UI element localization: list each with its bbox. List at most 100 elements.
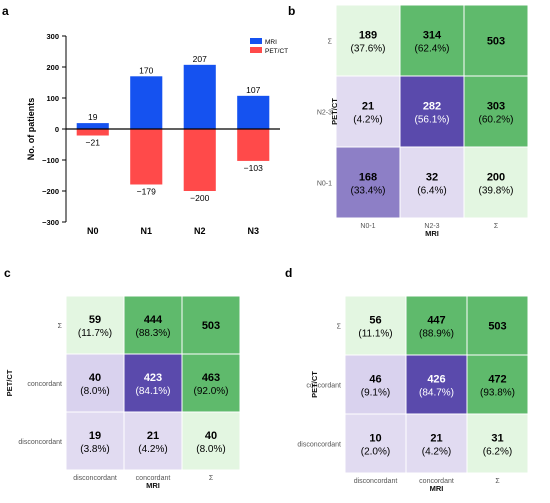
cell-count: 31 xyxy=(491,433,503,445)
cell-percent: (37.6%) xyxy=(350,44,385,55)
heatmap-cell xyxy=(344,295,407,356)
cell-percent: (62.4%) xyxy=(414,44,449,55)
cell-percent: (4.2%) xyxy=(353,115,382,126)
cell-percent: (3.8%) xyxy=(80,444,109,455)
data-label-mri: 19 xyxy=(88,112,98,122)
heatmap-cell xyxy=(65,295,125,355)
cell-percent: (6.2%) xyxy=(483,447,512,458)
bar-mri xyxy=(130,76,163,129)
heatmap-cell xyxy=(399,146,465,219)
y-tick-label: N0-1 xyxy=(317,181,332,188)
panel-label-a: a xyxy=(2,4,9,18)
x-tick-label: N0 xyxy=(87,226,99,236)
cell-count: 40 xyxy=(205,430,217,442)
heatmap-cell xyxy=(405,354,468,415)
cell-percent: (4.2%) xyxy=(138,444,167,455)
cell-count: 19 xyxy=(89,430,101,442)
x-tick-label: disconcordant xyxy=(73,475,117,482)
y-tick-label: 200 xyxy=(46,63,59,72)
heatmap-cell xyxy=(405,295,468,356)
y-axis-title: PET/CT xyxy=(5,369,14,396)
cell-count: 21 xyxy=(430,433,442,445)
bar-mri xyxy=(183,64,216,129)
cell-count: 303 xyxy=(487,101,505,113)
y-axis-title: PET/CT xyxy=(310,371,319,398)
cell-count: 426 xyxy=(427,374,445,386)
cell-count: 503 xyxy=(487,36,505,48)
panel-label-b: b xyxy=(288,4,296,18)
cell-percent: (39.8%) xyxy=(478,186,513,197)
cell-percent: (93.8%) xyxy=(480,388,515,399)
heatmap-cell xyxy=(466,413,529,474)
y-tick-label: Σ xyxy=(328,39,333,46)
cell-percent: (11.1%) xyxy=(358,329,392,340)
x-axis-title: MRI xyxy=(146,481,160,490)
cell-count: 21 xyxy=(147,430,159,442)
y-tick-label: Σ xyxy=(58,323,63,330)
x-tick-label: N2 xyxy=(194,226,206,236)
x-tick-label: Σ xyxy=(494,223,499,230)
heatmap-cell xyxy=(65,411,125,471)
cell-percent: (88.3%) xyxy=(135,328,170,339)
cell-count: 423 xyxy=(144,372,162,384)
data-label-pet-ct: −21 xyxy=(86,138,101,148)
cell-percent: (11.7%) xyxy=(78,328,112,339)
bar-mri xyxy=(237,95,270,129)
cell-percent: (6.4%) xyxy=(417,186,446,197)
heatmap-cell xyxy=(335,146,401,219)
heatmap-cell xyxy=(335,4,401,77)
heatmap-cell xyxy=(344,354,407,415)
y-tick-label: concordant xyxy=(306,383,341,390)
heatmap-cell xyxy=(463,4,529,77)
data-label-pet-ct: −179 xyxy=(137,186,156,196)
bar-pet-ct xyxy=(183,129,216,191)
panel-label-d: d xyxy=(285,266,293,280)
heatmap-c: 59 (11.7%) 444 (88.3%) 503 40 (8.0%) 423 (84.1%)… xyxy=(5,295,241,490)
cell-count: 447 xyxy=(427,315,445,327)
heatmap-cell xyxy=(399,75,465,148)
y-tick-label: concordant xyxy=(27,381,62,388)
cell-count: 200 xyxy=(487,172,505,184)
heatmap-cell xyxy=(463,146,529,219)
cell-percent: (2.0%) xyxy=(361,447,390,458)
y-tick-label: −200 xyxy=(42,187,59,196)
cell-count: 503 xyxy=(202,320,220,332)
y-axis-title: No. of patients xyxy=(26,98,36,161)
y-tick-label: N2-3 xyxy=(317,110,332,117)
cell-count: 189 xyxy=(359,30,377,42)
heatmap-cell xyxy=(399,4,465,77)
cell-count: 463 xyxy=(202,372,220,384)
x-tick-label: Σ xyxy=(495,478,500,485)
cell-count: 59 xyxy=(89,314,101,326)
cell-percent: (84.7%) xyxy=(419,388,454,399)
y-axis-title: PET/CT xyxy=(330,98,339,125)
heatmap-cell xyxy=(466,295,529,356)
y-tick-label: 100 xyxy=(46,94,59,103)
heatmap-cell xyxy=(335,75,401,148)
x-tick-label: concordant xyxy=(419,478,454,485)
cell-percent: (88.9%) xyxy=(419,329,454,340)
bar-pet-ct xyxy=(130,129,163,185)
data-label-mri: 107 xyxy=(246,85,260,95)
x-tick-label: N2-3 xyxy=(424,223,439,230)
heatmap-cell xyxy=(123,353,183,413)
cell-count: 46 xyxy=(369,374,381,386)
cell-count: 282 xyxy=(423,101,441,113)
cell-percent: (60.2%) xyxy=(478,115,513,126)
data-label-pet-ct: −103 xyxy=(244,163,263,173)
bar-pet-ct xyxy=(237,129,270,161)
cell-percent: (92.0%) xyxy=(193,386,228,397)
x-tick-label: concordant xyxy=(136,475,171,482)
x-tick-label: Σ xyxy=(209,475,214,482)
y-tick-label: disconcordant xyxy=(297,442,341,449)
y-tick-label: Σ xyxy=(337,324,342,331)
cell-count: 472 xyxy=(488,374,506,386)
x-tick-label: disconcordant xyxy=(354,478,398,485)
heatmap-cell xyxy=(65,353,125,413)
cell-count: 168 xyxy=(359,172,377,184)
heatmap-cell xyxy=(181,295,241,355)
cell-percent: (8.0%) xyxy=(80,386,109,397)
cell-percent: (84.1%) xyxy=(135,386,170,397)
heatmap-cell xyxy=(123,295,183,355)
y-tick-label: 300 xyxy=(46,32,59,41)
